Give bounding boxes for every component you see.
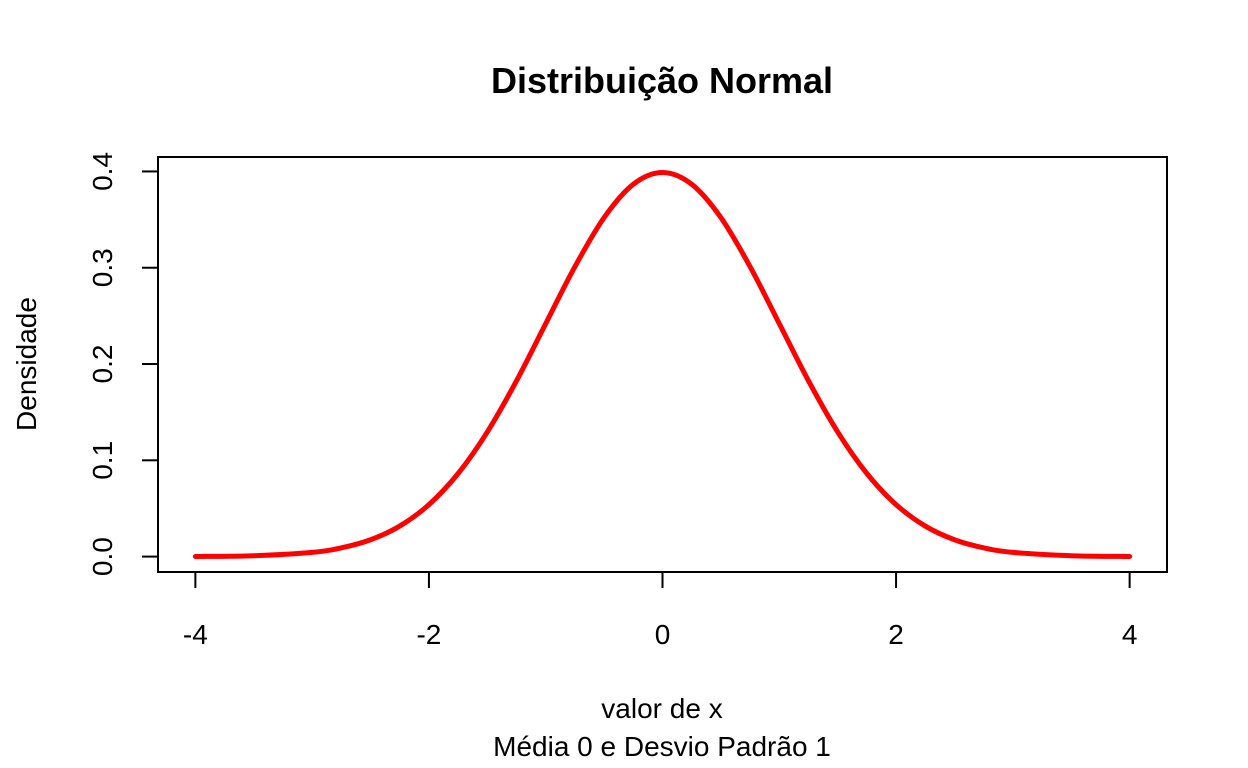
y-tick-label: 0.2 bbox=[87, 345, 118, 384]
x-tick-label: 2 bbox=[888, 619, 904, 650]
y-axis: 0.0 0.1 0.2 0.3 0.4 bbox=[87, 152, 159, 576]
y-tick-label: 0.1 bbox=[87, 441, 118, 480]
y-tick-label: 0.4 bbox=[87, 152, 118, 191]
x-tick-label: -4 bbox=[183, 619, 208, 650]
y-axis-label: Densidade bbox=[11, 297, 42, 431]
series-layer bbox=[192, 170, 1133, 559]
x-tick-label: -2 bbox=[416, 619, 441, 650]
x-tick-label: 0 bbox=[655, 619, 671, 650]
density-curve bbox=[192, 170, 1133, 559]
x-axis: -4 -2 0 2 4 bbox=[183, 571, 1138, 650]
x-tick-label: 4 bbox=[1122, 619, 1138, 650]
y-tick-label: 0.0 bbox=[87, 537, 118, 576]
x-axis-subtitle: Média 0 e Desvio Padrão 1 bbox=[493, 731, 831, 762]
y-tick-label: 0.3 bbox=[87, 248, 118, 287]
chart-title: Distribuição Normal bbox=[491, 60, 833, 101]
x-axis-label: valor de x bbox=[601, 693, 722, 724]
plot-frame bbox=[157, 156, 1168, 573]
